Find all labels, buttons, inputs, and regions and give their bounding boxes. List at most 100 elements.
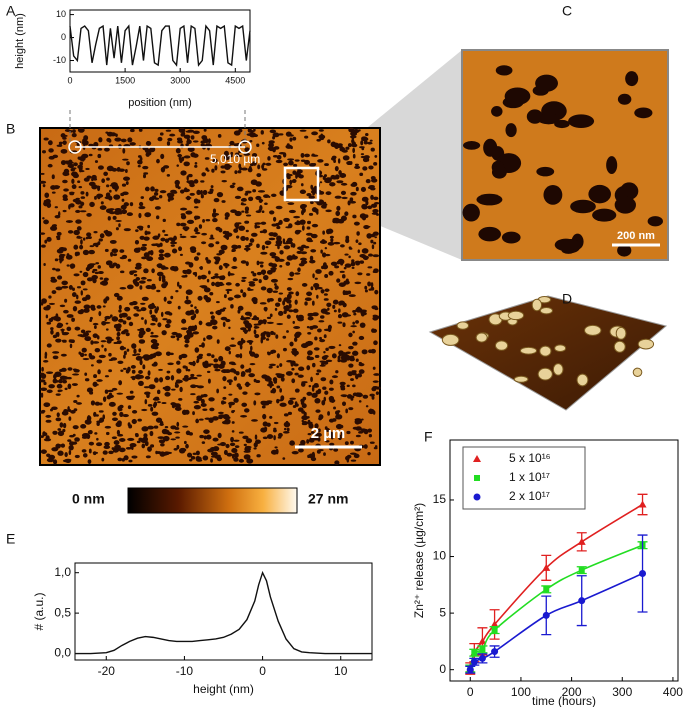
pit — [88, 441, 95, 446]
pit — [181, 318, 187, 324]
x-tick-label: -20 — [98, 664, 116, 678]
pit — [215, 241, 220, 245]
pit — [98, 310, 102, 317]
pit — [337, 321, 343, 324]
pit — [103, 277, 109, 282]
pit — [83, 308, 90, 313]
pit — [149, 309, 153, 315]
pit — [212, 416, 219, 421]
pit — [312, 273, 315, 279]
pit — [287, 411, 293, 416]
pit — [234, 195, 242, 199]
pit — [200, 403, 207, 408]
pit — [193, 384, 200, 388]
pit — [211, 354, 215, 358]
pit — [202, 189, 208, 196]
pit — [40, 373, 47, 379]
pit — [289, 271, 295, 277]
pit — [232, 409, 236, 412]
pit — [244, 244, 251, 248]
pit — [113, 209, 122, 215]
pit — [360, 153, 365, 156]
pit — [205, 219, 211, 222]
pit — [245, 249, 249, 252]
pit — [167, 319, 171, 322]
pit — [128, 321, 134, 327]
pit — [130, 376, 135, 379]
pit — [233, 294, 241, 299]
pit — [294, 299, 298, 305]
pit — [72, 373, 80, 376]
pit — [228, 326, 231, 330]
pit — [244, 192, 249, 196]
pit — [130, 128, 135, 133]
data-point — [542, 611, 550, 619]
pit — [255, 195, 262, 200]
pit — [202, 455, 209, 461]
pit — [162, 435, 170, 442]
pit — [373, 446, 378, 450]
pit — [374, 236, 378, 239]
pit — [212, 325, 218, 330]
pit — [151, 317, 157, 322]
pit — [73, 162, 78, 167]
pit — [279, 264, 283, 268]
pit — [60, 328, 65, 331]
pit — [186, 175, 189, 181]
pit — [122, 158, 129, 161]
pit — [167, 432, 171, 435]
pit — [368, 184, 375, 189]
pit — [200, 194, 204, 199]
pit — [267, 298, 271, 303]
pit — [145, 455, 151, 459]
pit — [228, 350, 232, 355]
pit — [73, 273, 80, 277]
pit — [275, 205, 283, 210]
pit — [116, 429, 121, 436]
pit — [45, 435, 50, 440]
pit — [158, 194, 163, 199]
pit — [261, 210, 265, 214]
pit — [170, 375, 175, 381]
pit — [249, 238, 255, 243]
pit — [134, 240, 140, 245]
pit — [230, 436, 234, 443]
pit — [264, 376, 272, 382]
pit — [180, 207, 188, 211]
pit — [367, 281, 371, 287]
pit — [151, 411, 159, 416]
pit — [304, 297, 312, 302]
pit — [230, 363, 237, 366]
pit — [175, 333, 183, 339]
pit — [108, 358, 114, 361]
pit — [209, 292, 214, 296]
pit — [77, 164, 83, 169]
pit — [219, 277, 223, 280]
pit — [134, 374, 142, 380]
pit — [311, 207, 318, 213]
pit — [336, 180, 344, 184]
pit — [209, 311, 214, 315]
pit — [352, 309, 357, 313]
pit — [226, 452, 233, 457]
pit — [200, 398, 205, 405]
pit — [268, 262, 274, 267]
pit — [322, 386, 327, 390]
pit — [158, 276, 162, 282]
pit — [91, 274, 98, 280]
pit — [140, 246, 147, 251]
pit — [240, 327, 247, 331]
pit — [189, 246, 197, 252]
pit — [61, 339, 67, 342]
pit — [94, 347, 101, 353]
pit — [210, 276, 216, 280]
pit — [178, 284, 182, 289]
legend-box — [462, 446, 586, 510]
pit — [252, 272, 257, 277]
pit — [330, 261, 338, 266]
pit — [371, 244, 375, 250]
pit — [184, 339, 189, 343]
pit — [348, 255, 351, 259]
pit — [42, 184, 46, 188]
pit — [171, 388, 176, 391]
